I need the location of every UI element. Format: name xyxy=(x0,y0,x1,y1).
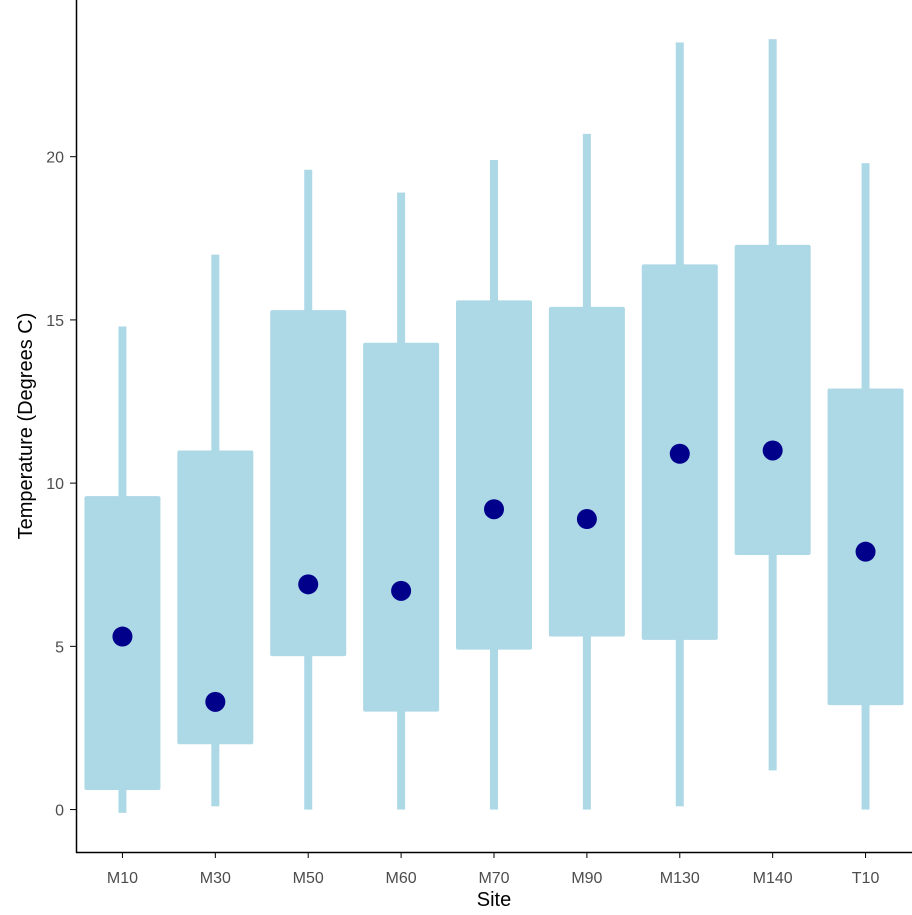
plot-marks xyxy=(84,39,904,813)
y-tick-label-5: 5 xyxy=(55,639,64,656)
x-axis-ticks: M10 M30 M50 M60 M70 M90 M130 M140 T10 xyxy=(107,852,880,887)
center-point-m90 xyxy=(576,509,597,530)
x-tick-label-m70: M70 xyxy=(478,870,509,887)
center-point-m60 xyxy=(391,580,412,601)
y-tick-label-20: 20 xyxy=(46,150,64,167)
x-axis-title: Site xyxy=(477,889,511,911)
y-tick-label-0: 0 xyxy=(55,803,64,820)
y-tick-label-15: 15 xyxy=(46,313,64,330)
box-m140 xyxy=(734,244,811,555)
x-tick-label-m10: M10 xyxy=(107,870,138,887)
box-group-m50 xyxy=(270,169,347,810)
box-m30 xyxy=(177,450,254,745)
box-group-m30 xyxy=(177,254,254,807)
center-point-m10 xyxy=(112,626,133,647)
x-tick-label-m30: M30 xyxy=(200,870,231,887)
center-point-m50 xyxy=(298,574,319,595)
box-group-m70 xyxy=(456,159,532,810)
box-group-m90 xyxy=(548,133,625,810)
center-point-m30 xyxy=(205,691,226,712)
box-m50 xyxy=(270,310,347,657)
y-axis-ticks: 0 5 10 15 20 xyxy=(46,150,76,820)
box-m70 xyxy=(456,300,532,650)
x-tick-label-m140: M140 xyxy=(753,870,793,887)
y-axis-title: Temperature (Degrees C) xyxy=(15,313,37,540)
x-tick-label-t10: T10 xyxy=(852,870,880,887)
x-tick-label-m50: M50 xyxy=(293,870,324,887)
center-point-t10 xyxy=(855,541,876,562)
x-tick-label-m90: M90 xyxy=(571,870,602,887)
box-group-m10 xyxy=(84,326,161,813)
box-m90 xyxy=(548,306,625,637)
box-group-m130 xyxy=(641,42,718,807)
box-m60 xyxy=(363,342,440,712)
x-tick-label-m130: M130 xyxy=(660,870,700,887)
box-group-m140 xyxy=(734,39,811,771)
y-tick-label-10: 10 xyxy=(46,476,64,493)
center-point-m70 xyxy=(484,499,504,520)
x-tick-label-m60: M60 xyxy=(386,870,417,887)
box-group-m60 xyxy=(363,192,440,810)
center-point-m140 xyxy=(762,440,783,461)
center-point-m130 xyxy=(669,443,690,464)
box-group-t10 xyxy=(827,163,904,810)
